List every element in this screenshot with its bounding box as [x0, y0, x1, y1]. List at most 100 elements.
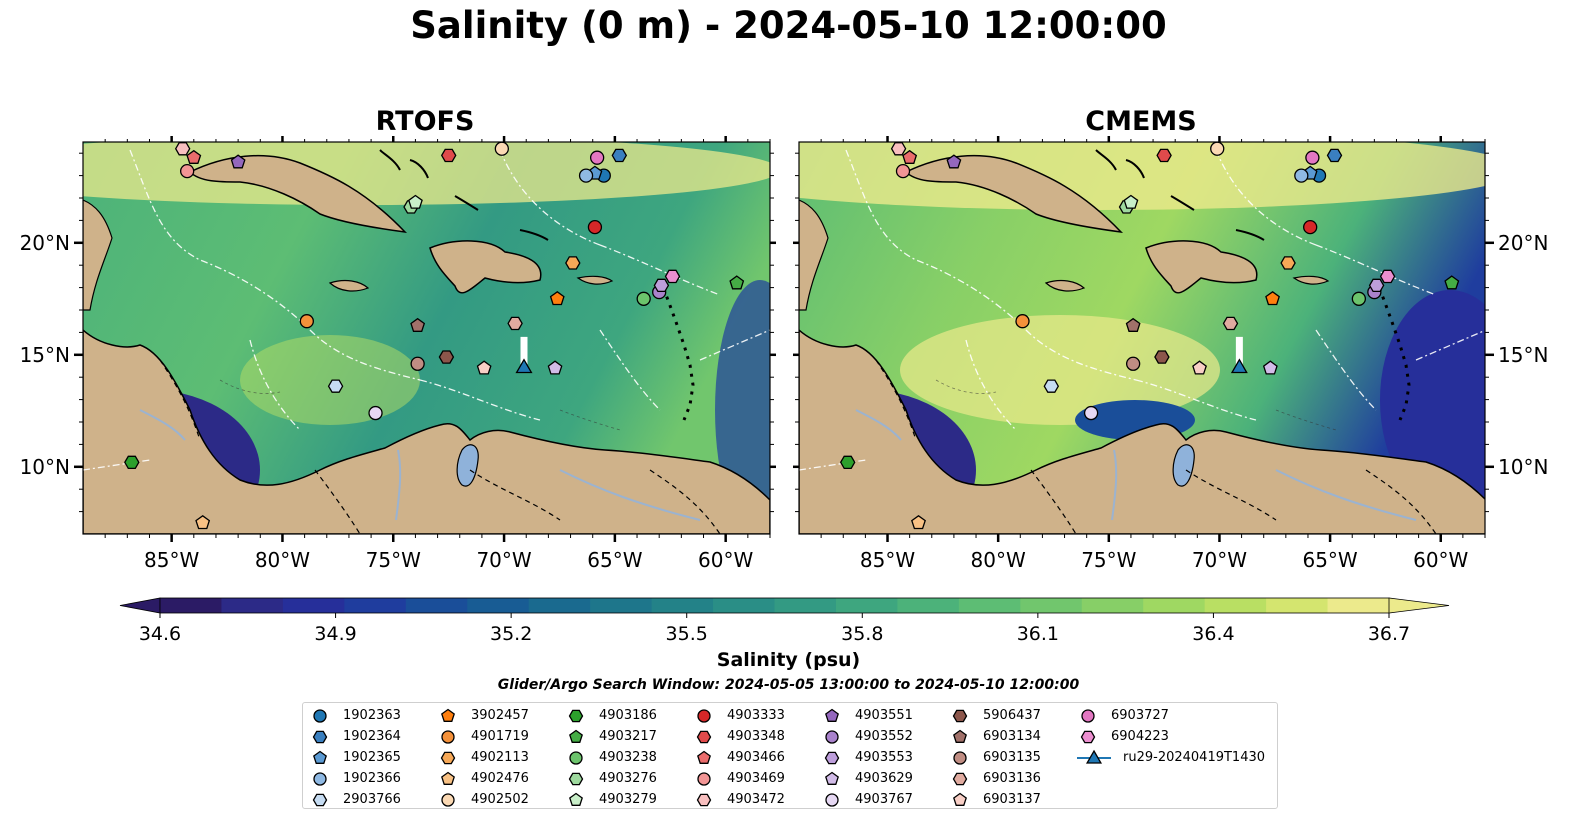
legend-column: 5906437 6903134 6903135 6903136 6903137 — [949, 705, 1041, 810]
colorbar-tick-label: 36.4 — [1192, 623, 1234, 645]
legend-swatch — [696, 793, 712, 806]
legend-entry: 4903348 — [693, 726, 785, 747]
legend-label: 1902365 — [343, 750, 401, 765]
float-marker-4903551 — [946, 154, 962, 169]
colorbar-bin — [160, 598, 222, 613]
legend-swatch — [825, 729, 839, 744]
legend-label: 3902457 — [471, 708, 529, 723]
legend-label: 1902366 — [343, 771, 401, 786]
legend-marker — [697, 750, 711, 764]
lon-tick-label: 75°W — [1081, 548, 1136, 572]
colorbar-bin — [713, 598, 775, 613]
legend-entry: 4903217 — [565, 726, 657, 747]
float-marker-3902457 — [1265, 290, 1280, 306]
colorbar-bin — [1020, 598, 1083, 613]
legend-swatch — [697, 771, 711, 786]
float-marker-4903466 — [186, 149, 202, 164]
legend-entry: 6903137 — [949, 789, 1041, 810]
legend-label: 4903238 — [599, 750, 657, 765]
colorbar-tick-label: 34.9 — [314, 623, 356, 645]
legend-marker — [569, 750, 583, 765]
legend-swatch — [825, 792, 839, 807]
colorbar-bin — [651, 598, 714, 613]
legend-marker — [441, 729, 455, 744]
legend-label: 2903766 — [343, 792, 401, 807]
colorbar-bin — [1266, 598, 1329, 613]
float-marker-4903469 — [180, 163, 195, 179]
legend-swatch — [569, 750, 583, 765]
legend-marker — [825, 729, 839, 744]
colorbar-tick-label: 34.6 — [139, 623, 181, 645]
colorbar-extend-low — [119, 597, 161, 614]
legend-swatch — [568, 709, 584, 722]
legend-entry: 4903472 — [693, 789, 785, 810]
float-marker-4903279 — [1123, 194, 1139, 209]
legend-label: 4903217 — [599, 729, 657, 744]
map-panel-rtofs — [82, 141, 771, 535]
float-marker-4903238 — [636, 291, 651, 306]
legend-entry: 2903766 — [309, 789, 401, 810]
legend-label: 4902502 — [471, 792, 529, 807]
float-marker-ru29-20240419T1430 — [515, 358, 533, 374]
float-marker-6903135 — [410, 356, 425, 371]
legend-label: 4903279 — [599, 792, 657, 807]
legend-entry: 6903135 — [949, 747, 1041, 768]
legend-swatch — [440, 751, 456, 764]
lon-tick-label: 85°W — [144, 548, 199, 572]
lat-tick-label: 20°N — [1498, 231, 1548, 255]
legend-swatch — [313, 708, 327, 723]
legend-entry: 6904223 — [1077, 726, 1265, 747]
legend-marker — [952, 709, 968, 722]
legend-marker — [312, 730, 328, 743]
float-marker-4902502 — [1210, 141, 1225, 156]
float-markers — [124, 141, 1460, 530]
legend-swatch — [312, 730, 328, 743]
legend-label: 4903767 — [855, 792, 913, 807]
float-marker-6903727 — [589, 150, 605, 165]
legend-swatch — [441, 792, 455, 807]
float-marker-4903553 — [1368, 278, 1385, 293]
legend-entry: 3902457 — [437, 705, 529, 726]
float-marker-1902364 — [1326, 148, 1343, 163]
legend-marker — [825, 792, 839, 807]
figure-title: Salinity (0 m) - 2024-05-10 12:00:00 — [410, 4, 1167, 47]
legend-label: 6903135 — [983, 750, 1041, 765]
float-marker-4902113 — [565, 256, 581, 270]
legend-entry: 4902476 — [437, 768, 529, 789]
legend-entry: 1902366 — [309, 768, 401, 789]
legend-label: 4903276 — [599, 771, 657, 786]
legend-swatch — [1081, 708, 1095, 723]
float-marker-4902502 — [494, 141, 509, 156]
legend-marker — [568, 709, 584, 722]
legend-marker — [1081, 708, 1095, 723]
legend-entry: 6903727 — [1077, 705, 1265, 726]
legend-marker — [697, 771, 711, 786]
lat-tick-label: 10°N — [1498, 455, 1548, 479]
legend-marker — [440, 751, 456, 764]
legend-entry: 1902364 — [309, 726, 401, 747]
colorbar-extend-high — [1388, 597, 1450, 614]
lon-tick-label: 65°W — [1302, 548, 1357, 572]
legend-marker — [312, 793, 328, 806]
float-marker-6903137 — [1192, 360, 1207, 375]
float-marker-4903217 — [729, 275, 745, 290]
legend-entry: 4903552 — [821, 726, 913, 747]
legend-swatch — [569, 792, 583, 806]
float-marker-1902366 — [1294, 168, 1309, 183]
colorbar-bin — [405, 598, 468, 613]
float-marker-4903186 — [839, 455, 856, 470]
float-marker-4901719 — [299, 314, 314, 329]
legend-marker — [1080, 730, 1096, 743]
float-marker-4903466 — [902, 149, 918, 164]
legend-entry: 4903629 — [821, 768, 913, 789]
float-marker-5906437 — [438, 350, 455, 364]
legend-entry: 4903333 — [693, 705, 785, 726]
float-marker-4903217 — [1444, 275, 1460, 290]
panel-title-rtofs: RTOFS — [375, 106, 475, 137]
float-marker-2903766 — [327, 379, 344, 393]
legend-marker — [824, 751, 840, 764]
legend-swatch — [825, 771, 839, 785]
lon-tick-label: 65°W — [587, 548, 642, 572]
legend-entry: 4902113 — [437, 747, 529, 768]
float-marker-4903767 — [368, 405, 383, 421]
